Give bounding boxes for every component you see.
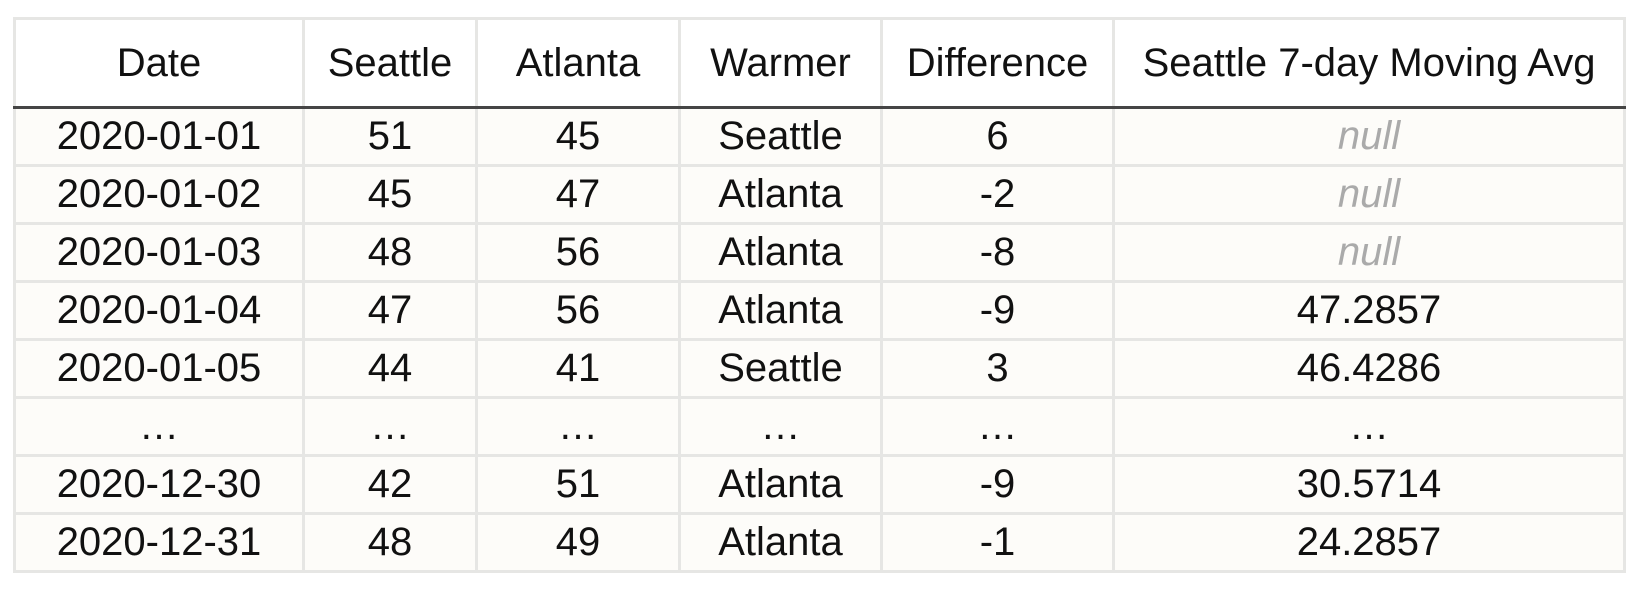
table-cell: -2 bbox=[880, 164, 1115, 225]
table-cell: … bbox=[1112, 396, 1626, 457]
table-cell: … bbox=[880, 396, 1115, 457]
column-header: Date bbox=[13, 17, 305, 109]
table-cell: 2020-12-31 bbox=[13, 512, 305, 573]
table-cell: Atlanta bbox=[678, 280, 883, 341]
table-row: ……………… bbox=[13, 396, 1626, 457]
table-cell: -8 bbox=[880, 222, 1115, 283]
table-cell: Atlanta bbox=[678, 222, 883, 283]
table-cell: 51 bbox=[475, 454, 681, 515]
table-cell: … bbox=[13, 396, 305, 457]
table-cell: 46.4286 bbox=[1112, 338, 1626, 399]
table-row: 2020-12-31 48 49 Atlanta -1 24.2857 bbox=[13, 512, 1626, 573]
table-cell: 45 bbox=[475, 106, 681, 167]
data-table: Date Seattle Atlanta Warmer Difference Seattl… bbox=[13, 17, 1626, 573]
table-cell: 48 bbox=[302, 222, 478, 283]
column-header: Seattle 7-day Moving Avg bbox=[1112, 17, 1626, 109]
table-cell: -9 bbox=[880, 454, 1115, 515]
table-row: 2020-01-05 44 41 Seattle 3 46.4286 bbox=[13, 338, 1626, 399]
table-cell: null bbox=[1112, 106, 1626, 167]
table-cell: 2020-01-05 bbox=[13, 338, 305, 399]
table-cell: -9 bbox=[880, 280, 1115, 341]
table-cell: Atlanta bbox=[678, 512, 883, 573]
table-cell: 49 bbox=[475, 512, 681, 573]
table-cell: … bbox=[678, 396, 883, 457]
table-row: 2020-12-30 42 51 Atlanta -9 30.5714 bbox=[13, 454, 1626, 515]
table-cell: Seattle bbox=[678, 106, 883, 167]
table-cell: … bbox=[302, 396, 478, 457]
table-body: 2020-01-01 51 45 Seattle 6 null 2020-01-02 45 47… bbox=[13, 106, 1626, 573]
table-cell: Seattle bbox=[678, 338, 883, 399]
table-cell: 2020-01-01 bbox=[13, 106, 305, 167]
column-header: Atlanta bbox=[475, 17, 681, 109]
column-header: Seattle bbox=[302, 17, 478, 109]
table-cell: 42 bbox=[302, 454, 478, 515]
table-cell: 24.2857 bbox=[1112, 512, 1626, 573]
table-cell: 6 bbox=[880, 106, 1115, 167]
table-cell: Atlanta bbox=[678, 164, 883, 225]
table-cell: 30.5714 bbox=[1112, 454, 1626, 515]
table-row: 2020-01-02 45 47 Atlanta -2 null bbox=[13, 164, 1626, 225]
table-cell: null bbox=[1112, 164, 1626, 225]
table-cell: 41 bbox=[475, 338, 681, 399]
table-cell: 56 bbox=[475, 280, 681, 341]
header-row: Date Seattle Atlanta Warmer Difference Seattl… bbox=[13, 17, 1626, 109]
table-cell: 45 bbox=[302, 164, 478, 225]
table-row: 2020-01-04 47 56 Atlanta -9 47.2857 bbox=[13, 280, 1626, 341]
table-cell: Atlanta bbox=[678, 454, 883, 515]
table-row: 2020-01-01 51 45 Seattle 6 null bbox=[13, 106, 1626, 167]
table-cell: 48 bbox=[302, 512, 478, 573]
table-cell: null bbox=[1112, 222, 1626, 283]
table-cell: 2020-01-03 bbox=[13, 222, 305, 283]
table-cell: 2020-01-04 bbox=[13, 280, 305, 341]
column-header: Warmer bbox=[678, 17, 883, 109]
table-cell: 47.2857 bbox=[1112, 280, 1626, 341]
table-cell: 51 bbox=[302, 106, 478, 167]
table-cell: 56 bbox=[475, 222, 681, 283]
table-cell: -1 bbox=[880, 512, 1115, 573]
table-cell: … bbox=[475, 396, 681, 457]
column-header: Difference bbox=[880, 17, 1115, 109]
table-cell: 47 bbox=[475, 164, 681, 225]
table-cell: 2020-12-30 bbox=[13, 454, 305, 515]
table-cell: 3 bbox=[880, 338, 1115, 399]
table-row: 2020-01-03 48 56 Atlanta -8 null bbox=[13, 222, 1626, 283]
table-cell: 47 bbox=[302, 280, 478, 341]
table-cell: 2020-01-02 bbox=[13, 164, 305, 225]
table-cell: 44 bbox=[302, 338, 478, 399]
